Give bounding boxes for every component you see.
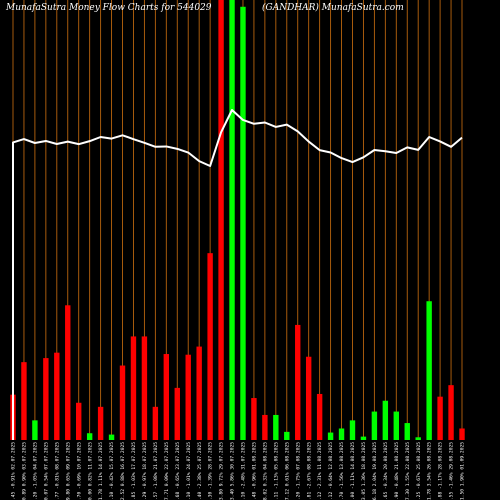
bar-29.08.2025 <box>448 385 454 440</box>
tick-label-12.08.2025: 155.12 -0.64% 12.08.2025 <box>328 442 334 500</box>
chart-title-left: MunafaSutra Money Flow Charts for 544029 <box>5 3 212 13</box>
tick-label-22.08.2025: 157.30 1.55% 22.08.2025 <box>405 442 411 500</box>
tick-label-04.08.2025: 168.02 0.32% 04.08.2025 <box>262 442 268 500</box>
tick-label-16.07.2025: 162.52 0.88% 16.07.2025 <box>120 442 126 500</box>
bar-23.07.2025 <box>174 387 180 440</box>
bars <box>10 0 465 441</box>
tick-label-11.08.2025: 156.12 -2.31% 11.08.2025 <box>317 442 323 500</box>
tick-label-30.07.2025: 173.40 5.86% 30.07.2025 <box>230 442 236 500</box>
bar-08.08.2025 <box>305 356 312 440</box>
tick-label-21.08.2025: 154.90 -0.48% 21.08.2025 <box>394 442 400 500</box>
tick-label-20.08.2025: 155.65 -0.34% 20.08.2025 <box>383 442 389 500</box>
bar-15.07.2025 <box>108 434 115 440</box>
bar-01.08.2025 <box>251 398 257 440</box>
chart-title-right: (GANDHAR) MunafaSutra.com <box>262 2 404 13</box>
tick-label-18.08.2025: 153.05 1.36% 18.08.2025 <box>361 442 367 500</box>
bar-30.07.2025 <box>229 0 235 440</box>
bar-22.07.2025 <box>163 354 170 440</box>
bar-29.07.2025 <box>218 0 224 440</box>
bar-06.08.2025 <box>284 431 290 440</box>
bar-31.07.2025 <box>240 6 246 441</box>
tick-label-31.07.2025: 169.10 -2.48% 31.07.2025 <box>241 442 247 500</box>
bar-04.07.2025 <box>32 420 38 440</box>
bar-28.07.2025 <box>207 253 213 440</box>
tick-label-29.08.2025: 157.55 -1.46% 29.08.2025 <box>449 442 455 500</box>
bar-17.07.2025 <box>130 336 137 440</box>
tick-label-04.07.2025: 159.20 -1.05% 04.07.2025 <box>33 442 39 500</box>
tick-label-21.07.2025: 157.57 -1.08% 21.07.2025 <box>153 442 159 500</box>
bar-21.07.2025 <box>152 406 159 440</box>
tick-label-02.07.2025: 159.45 -0.91% 02.07.2025 <box>11 442 17 500</box>
bar-09.07.2025 <box>65 305 71 440</box>
tick-label-03.07.2025: 160.89 0.90% 03.07.2025 <box>22 442 28 500</box>
bar-14.08.2025 <box>349 420 356 440</box>
bar-26.08.2025 <box>426 301 432 440</box>
tick-label-14.08.2025: 151.00 -1.11% 14.08.2025 <box>350 442 356 500</box>
tick-label-28.07.2025: 149.30 -1.39% 28.07.2025 <box>208 442 214 500</box>
bar-03.07.2025 <box>21 362 27 440</box>
tick-label-18.07.2025: 159.29 -0.97% 18.07.2025 <box>142 442 148 500</box>
tick-label-19.08.2025: 156.18 2.04% 19.08.2025 <box>372 442 378 500</box>
bar-21.08.2025 <box>393 411 399 440</box>
price-line-group <box>12 109 463 440</box>
bar-24.07.2025 <box>185 354 191 440</box>
bar-07.07.2025 <box>43 358 49 440</box>
tick-label-09.07.2025: 159.80 0.65% 09.07.2025 <box>65 442 71 500</box>
tick-labels: 159.45 -0.91% 02.07.2025 160.89 0.90% 03.… <box>11 442 466 500</box>
bar-13.08.2025 <box>338 428 345 440</box>
bar-20.08.2025 <box>382 400 389 440</box>
bar-07.08.2025 <box>295 324 301 440</box>
bar-28.08.2025 <box>437 396 443 440</box>
bar-18.07.2025 <box>141 336 148 440</box>
tick-label-08.08.2025: 159.81 -2.67% 08.08.2025 <box>306 442 312 500</box>
tick-label-10.07.2025: 158.70 -0.69% 10.07.2025 <box>76 442 82 500</box>
bar-14.07.2025 <box>97 406 104 440</box>
tick-label-06.08.2025: 167.12 0.61% 06.08.2025 <box>284 442 290 500</box>
tick-label-13.08.2025: 152.70 -1.56% 13.08.2025 <box>339 442 345 500</box>
bar-25.08.2025 <box>415 437 421 440</box>
bar-22.08.2025 <box>404 423 410 440</box>
tick-label-05.08.2025: 166.11 -1.13% 05.08.2025 <box>273 442 279 500</box>
bar-10.07.2025 <box>76 402 82 440</box>
tick-label-29.07.2025: 163.80 9.72% 29.07.2025 <box>219 442 225 500</box>
tick-label-11.07.2025: 160.00 0.82% 11.07.2025 <box>87 442 93 500</box>
bar-04.08.2025 <box>262 414 268 440</box>
tick-label-01.08.2025: 167.48 -0.96% 01.08.2025 <box>252 442 258 500</box>
bar-18.08.2025 <box>360 436 367 440</box>
tick-label-15.07.2025: 161.10 -0.42% 15.07.2025 <box>109 442 115 500</box>
bar-08.07.2025 <box>54 352 60 440</box>
bar-19.08.2025 <box>371 411 378 440</box>
bar-01.09.2025 <box>459 428 465 440</box>
tick-label-01.09.2025: 161.50 1.90% 01.09.2025 <box>460 442 466 500</box>
bar-25.07.2025 <box>196 346 202 440</box>
tick-label-07.07.2025: 160.07 0.54% 07.07.2025 <box>43 442 49 500</box>
tick-label-14.07.2025: 161.78 1.11% 14.07.2025 <box>98 442 104 500</box>
bar-12.08.2025 <box>327 432 334 440</box>
bar-11.07.2025 <box>86 433 93 440</box>
tick-label-24.07.2025: 155.10 -1.01% 24.07.2025 <box>186 442 192 500</box>
tick-label-26.08.2025: 161.78 3.54% 26.08.2025 <box>427 442 433 500</box>
tick-label-23.07.2025: 156.68 -0.65% 23.07.2025 <box>175 442 181 500</box>
tick-label-25.07.2025: 151.40 -2.38% 25.07.2025 <box>197 442 203 500</box>
tick-label-17.07.2025: 160.85 -1.03% 17.07.2025 <box>131 442 137 500</box>
tick-label-22.07.2025: 157.71 0.09% 22.07.2025 <box>164 442 170 500</box>
tick-label-28.08.2025: 159.88 -1.17% 28.08.2025 <box>438 442 444 500</box>
tick-label-07.08.2025: 164.20 -1.75% 07.08.2025 <box>295 442 301 500</box>
tick-label-08.07.2025: 158.77 -0.81% 08.07.2025 <box>54 442 60 500</box>
bar-11.08.2025 <box>316 393 323 440</box>
bar-05.08.2025 <box>273 414 279 440</box>
price-line <box>12 109 463 440</box>
tick-label-25.08.2025: 156.25 -0.67% 25.08.2025 <box>416 442 422 500</box>
bar-16.07.2025 <box>119 365 126 440</box>
